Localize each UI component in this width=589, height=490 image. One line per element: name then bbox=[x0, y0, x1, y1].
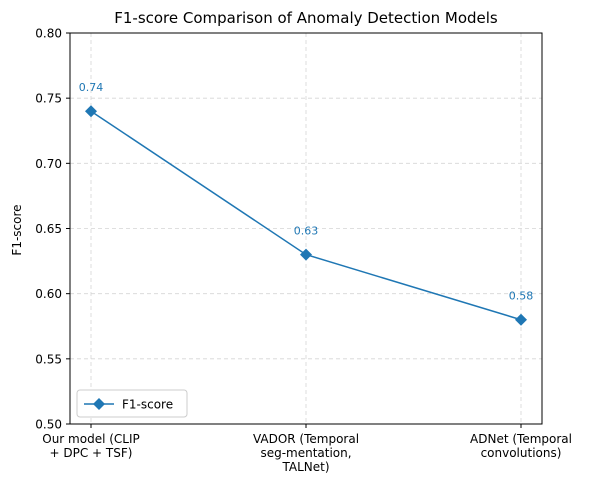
data-point-diamond bbox=[300, 248, 312, 261]
x-tick-label: Our model (CLIP + DPC + TSF) bbox=[42, 432, 140, 460]
chart-title: F1-score Comparison of Anomaly Detection… bbox=[114, 9, 498, 27]
y-tick-label: 0.50 bbox=[35, 418, 62, 432]
y-tick-label: 0.80 bbox=[35, 27, 62, 41]
y-tick-label: 0.55 bbox=[35, 352, 62, 366]
x-tick-label: ADNet (Temporal convolutions) bbox=[470, 432, 572, 460]
data-label: 0.74 bbox=[79, 81, 104, 94]
y-axis-label: F1-score bbox=[10, 204, 24, 255]
data-point-diamond bbox=[85, 105, 97, 118]
legend-box bbox=[76, 389, 188, 418]
legend: F1-score bbox=[76, 389, 188, 418]
legend-label: F1-score bbox=[122, 398, 173, 412]
legend-marker-diamond bbox=[93, 398, 105, 410]
x-tick-label: VADOR (Temporal seg-mentation, TALNet) bbox=[253, 432, 359, 474]
data-label: 0.58 bbox=[509, 290, 534, 303]
data-point-diamond bbox=[515, 313, 527, 326]
y-tick-label: 0.60 bbox=[35, 287, 62, 301]
axes: 0.50 0.55 0.60 0.65 0.70 0.75 0.80 Our model (C… bbox=[35, 27, 572, 475]
y-tick-label: 0.70 bbox=[35, 157, 62, 171]
data-label: 0.63 bbox=[294, 225, 319, 238]
series-layer: 0.74 0.63 0.58 bbox=[79, 81, 534, 326]
y-tick-label: 0.75 bbox=[35, 92, 62, 106]
y-tick-label: 0.65 bbox=[35, 222, 62, 236]
